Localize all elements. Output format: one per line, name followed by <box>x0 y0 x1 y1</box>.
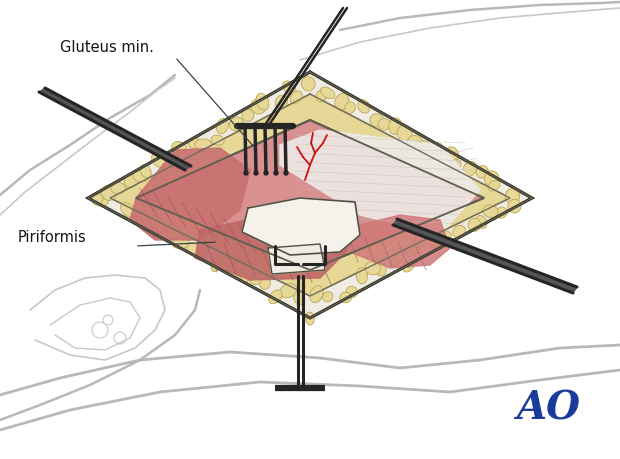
Ellipse shape <box>172 236 190 249</box>
Ellipse shape <box>96 196 108 207</box>
Ellipse shape <box>429 235 441 249</box>
Polygon shape <box>242 198 360 255</box>
Ellipse shape <box>430 142 445 156</box>
Ellipse shape <box>124 207 135 218</box>
Ellipse shape <box>404 243 420 257</box>
Text: Gluteus min.: Gluteus min. <box>60 40 154 55</box>
Ellipse shape <box>488 180 500 191</box>
Ellipse shape <box>446 147 459 162</box>
Circle shape <box>244 171 248 175</box>
Circle shape <box>284 171 288 175</box>
Ellipse shape <box>310 285 323 303</box>
Ellipse shape <box>435 231 451 242</box>
Polygon shape <box>280 130 480 235</box>
Ellipse shape <box>256 93 269 110</box>
Ellipse shape <box>414 235 425 246</box>
Ellipse shape <box>188 138 200 148</box>
Ellipse shape <box>102 185 117 201</box>
Polygon shape <box>393 219 577 293</box>
Ellipse shape <box>169 158 182 168</box>
Ellipse shape <box>365 262 381 275</box>
Ellipse shape <box>151 152 166 168</box>
Ellipse shape <box>283 81 296 95</box>
Ellipse shape <box>195 139 211 150</box>
Ellipse shape <box>250 99 266 114</box>
Polygon shape <box>268 244 325 274</box>
Ellipse shape <box>451 159 461 169</box>
Ellipse shape <box>166 224 180 239</box>
Circle shape <box>264 171 268 175</box>
Ellipse shape <box>321 87 335 99</box>
Ellipse shape <box>407 135 423 150</box>
Ellipse shape <box>316 90 327 102</box>
Circle shape <box>274 171 278 175</box>
Ellipse shape <box>463 161 477 176</box>
Ellipse shape <box>483 205 498 218</box>
Polygon shape <box>39 88 191 170</box>
Ellipse shape <box>275 95 288 109</box>
Ellipse shape <box>345 102 355 113</box>
Ellipse shape <box>229 117 244 131</box>
Ellipse shape <box>268 290 282 304</box>
Ellipse shape <box>229 261 244 277</box>
Ellipse shape <box>476 166 489 178</box>
Ellipse shape <box>260 278 270 290</box>
Ellipse shape <box>216 118 228 134</box>
Ellipse shape <box>508 199 521 213</box>
Ellipse shape <box>136 212 148 227</box>
Ellipse shape <box>92 194 103 205</box>
Ellipse shape <box>211 256 221 272</box>
Ellipse shape <box>453 225 466 238</box>
Ellipse shape <box>149 227 165 236</box>
Polygon shape <box>88 72 532 318</box>
Ellipse shape <box>358 100 370 113</box>
Ellipse shape <box>120 202 135 218</box>
Ellipse shape <box>172 141 187 155</box>
Polygon shape <box>136 120 484 270</box>
Ellipse shape <box>140 165 151 178</box>
Polygon shape <box>110 94 510 296</box>
Ellipse shape <box>322 291 333 302</box>
Polygon shape <box>340 215 450 268</box>
Ellipse shape <box>301 77 315 91</box>
Ellipse shape <box>378 118 390 130</box>
Ellipse shape <box>391 255 402 267</box>
Ellipse shape <box>376 263 386 276</box>
Ellipse shape <box>496 207 507 218</box>
Text: Piriformis: Piriformis <box>18 230 87 245</box>
Ellipse shape <box>133 168 149 182</box>
Ellipse shape <box>306 312 314 325</box>
Ellipse shape <box>370 114 384 127</box>
Polygon shape <box>130 148 250 240</box>
Ellipse shape <box>356 268 368 284</box>
Ellipse shape <box>222 255 239 267</box>
Ellipse shape <box>242 109 254 121</box>
Ellipse shape <box>346 286 358 297</box>
Ellipse shape <box>249 272 262 285</box>
Ellipse shape <box>111 183 126 194</box>
Ellipse shape <box>293 289 304 305</box>
Ellipse shape <box>476 215 487 229</box>
Ellipse shape <box>505 189 520 204</box>
Ellipse shape <box>335 94 349 110</box>
Ellipse shape <box>506 189 520 197</box>
Text: AO: AO <box>516 390 580 428</box>
Ellipse shape <box>197 247 208 257</box>
Ellipse shape <box>389 118 402 134</box>
Ellipse shape <box>484 171 499 186</box>
Ellipse shape <box>124 173 140 188</box>
Ellipse shape <box>211 135 224 146</box>
Ellipse shape <box>187 242 199 255</box>
Ellipse shape <box>397 125 412 140</box>
Ellipse shape <box>340 292 352 303</box>
Ellipse shape <box>241 267 250 282</box>
Ellipse shape <box>468 218 481 231</box>
Ellipse shape <box>403 259 415 272</box>
Ellipse shape <box>280 284 297 298</box>
Ellipse shape <box>151 218 163 233</box>
Circle shape <box>254 171 258 175</box>
Ellipse shape <box>415 141 429 151</box>
Polygon shape <box>195 215 350 280</box>
Ellipse shape <box>290 91 302 103</box>
